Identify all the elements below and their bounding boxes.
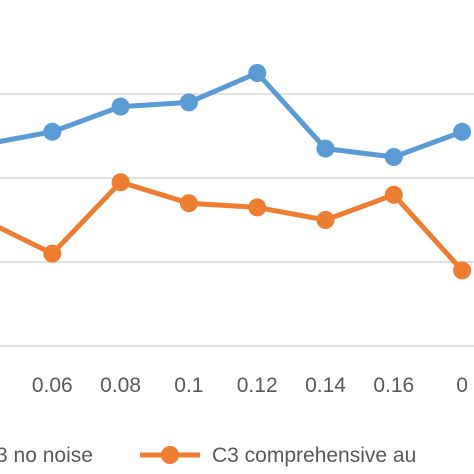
series-1-point-7 (453, 122, 472, 141)
x-tick-label-2: 0.08 (100, 374, 141, 397)
series-line-1 (0, 70, 463, 160)
legend-label-series-1: 3 no noise (0, 444, 93, 467)
series-2-point-7 (453, 261, 472, 280)
x-tick-label-4: 0.12 (237, 374, 278, 397)
series-1-point-4 (248, 64, 267, 82)
series-1-point-2 (111, 97, 130, 116)
legend: 3 no noise C3 comprehensive au (0, 444, 416, 467)
legend-label-series-2: C3 comprehensive au (212, 444, 416, 467)
series-2-point-3 (179, 194, 198, 213)
series-1-point-6 (384, 148, 403, 166)
series-layer (0, 64, 472, 280)
legend-marker-series-2 (161, 446, 179, 464)
series-2-point-2 (111, 173, 130, 192)
x-tick-label-6: 0.16 (373, 374, 414, 397)
x-tick-label-3: 0.1 (174, 374, 203, 397)
series-2-point-6 (384, 185, 403, 204)
series-line-2 (0, 179, 464, 273)
x-tick-label-5: 0.14 (305, 374, 346, 397)
x-tick-label-7: 0 (456, 374, 468, 397)
x-axis-tick-labels: 040.060.080.10.120.140.160 (32, 374, 468, 397)
gridlines (0, 93, 474, 347)
x-tick-label-1: 0.06 (32, 374, 73, 397)
series-1-point-5 (316, 139, 335, 158)
series-1-point-3 (179, 93, 198, 112)
series-2-point-1 (43, 244, 62, 263)
series-2-point-5 (316, 211, 335, 229)
series-2-point-4 (248, 198, 267, 217)
series-1-point-1 (43, 122, 62, 141)
